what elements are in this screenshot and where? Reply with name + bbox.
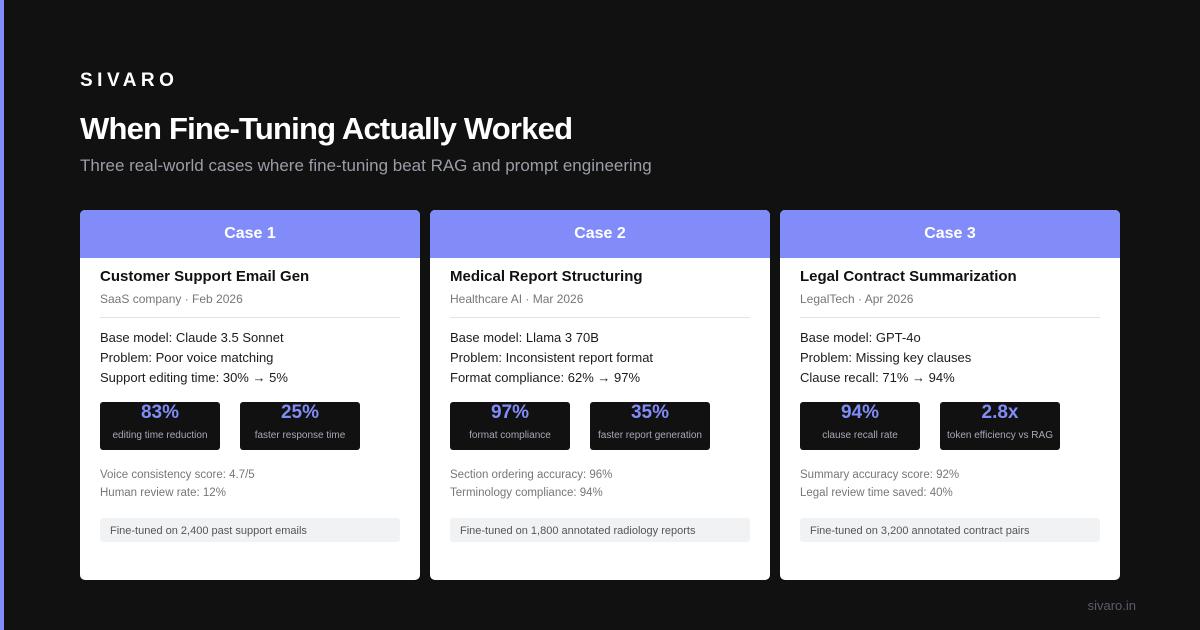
stat-label: editing time reduction xyxy=(112,430,208,441)
case-card-body: Customer Support Email Gen SaaS company … xyxy=(80,268,420,542)
fact-base-model: Base model: Claude 3.5 Sonnet xyxy=(100,330,284,345)
stat-value: 2.8x xyxy=(981,402,1019,423)
extra-metric: Summary accuracy score: 92% xyxy=(800,469,960,481)
stat-label: clause recall rate xyxy=(822,430,898,441)
fact-result: Format compliance: 62% → 97% xyxy=(450,370,641,385)
extra-metric: Terminology compliance: 94% xyxy=(450,487,603,499)
case-facts: Base model: GPT-4o Problem: Missing key … xyxy=(800,328,1100,388)
fact-problem: Problem: Missing key clauses xyxy=(800,350,972,365)
case-card-header: Case 1 xyxy=(80,210,420,258)
case-card-body: Legal Contract Summarization LegalTech ·… xyxy=(780,268,1120,542)
stat-box: 2.8x token efficiency vs RAG xyxy=(940,402,1060,450)
stat-box: 83% editing time reduction xyxy=(100,402,220,450)
stat-label: format compliance xyxy=(469,430,551,441)
case-facts: Base model: Claude 3.5 Sonnet Problem: P… xyxy=(100,328,400,388)
stat-box: 25% faster response time xyxy=(240,402,360,450)
brand-logo: SIVARO xyxy=(80,70,179,91)
case-card-header: Case 3 xyxy=(780,210,1120,258)
extra-metrics: Summary accuracy score: 92% Legal review… xyxy=(800,466,1100,502)
extra-metric: Human review rate: 12% xyxy=(100,487,226,499)
stat-row: 97% format compliance 35% faster report … xyxy=(450,402,750,450)
fact-result: Clause recall: 71% → 94% xyxy=(800,370,955,385)
extra-metric: Section ordering accuracy: 96% xyxy=(450,469,613,481)
stat-box: 97% format compliance xyxy=(450,402,570,450)
page-subtitle: Three real-world cases where fine-tuning… xyxy=(80,156,652,175)
stat-label: faster report generation xyxy=(598,430,702,441)
accent-bar xyxy=(0,0,4,630)
stat-box: 35% faster report generation xyxy=(590,402,710,450)
case-card-1: Case 1 Customer Support Email Gen SaaS c… xyxy=(80,210,420,580)
divider xyxy=(100,317,400,318)
stat-value: 83% xyxy=(140,402,180,423)
fact-base-model: Base model: Llama 3 70B xyxy=(450,330,599,345)
extra-metric: Legal review time saved: 40% xyxy=(800,487,953,499)
stat-label: faster response time xyxy=(254,430,346,441)
case-meta: SaaS company · Feb 2026 xyxy=(100,292,243,306)
fact-problem: Problem: Inconsistent report format xyxy=(450,350,654,365)
extra-metric: Voice consistency score: 4.7/5 xyxy=(100,469,255,481)
case-cards: Case 1 Customer Support Email Gen SaaS c… xyxy=(80,210,1120,580)
case-meta: Healthcare AI · Mar 2026 xyxy=(450,292,584,306)
case-card-2: Case 2 Medical Report Structuring Health… xyxy=(430,210,770,580)
case-card-header: Case 2 xyxy=(430,210,770,258)
stat-value: 97% xyxy=(490,402,530,423)
divider xyxy=(450,317,750,318)
fact-problem: Problem: Poor voice matching xyxy=(100,350,274,365)
case-card-3: Case 3 Legal Contract Summarization Lega… xyxy=(780,210,1120,580)
stat-value: 94% xyxy=(840,402,880,423)
stat-value: 25% xyxy=(280,402,320,423)
fact-result: Support editing time: 30% → 5% xyxy=(100,370,288,385)
case-title: Medical Report Structuring xyxy=(450,268,643,285)
footer-url[interactable]: sivaro.in xyxy=(1087,598,1136,613)
case-facts: Base model: Llama 3 70B Problem: Inconsi… xyxy=(450,328,750,388)
stat-value: 35% xyxy=(630,402,670,423)
fact-base-model: Base model: GPT-4o xyxy=(800,330,921,345)
divider xyxy=(800,317,1100,318)
page-title: When Fine-Tuning Actually Worked xyxy=(80,111,573,146)
stat-row: 94% clause recall rate 2.8x token effici… xyxy=(800,402,1100,450)
case-meta: LegalTech · Apr 2026 xyxy=(800,292,914,306)
case-title: Customer Support Email Gen xyxy=(100,268,310,285)
stat-row: 83% editing time reduction 25% faster re… xyxy=(100,402,400,450)
training-note: Fine-tuned on 1,800 annotated radiology … xyxy=(450,518,750,542)
stat-box: 94% clause recall rate xyxy=(800,402,920,450)
case-card-body: Medical Report Structuring Healthcare AI… xyxy=(430,268,770,542)
training-note: Fine-tuned on 3,200 annotated contract p… xyxy=(800,518,1100,542)
extra-metrics: Section ordering accuracy: 96% Terminolo… xyxy=(450,466,750,502)
case-title: Legal Contract Summarization xyxy=(800,268,1017,285)
training-note: Fine-tuned on 2,400 past support emails xyxy=(100,518,400,542)
stat-label: token efficiency vs RAG xyxy=(947,430,1053,441)
extra-metrics: Voice consistency score: 4.7/5 Human rev… xyxy=(100,466,400,502)
